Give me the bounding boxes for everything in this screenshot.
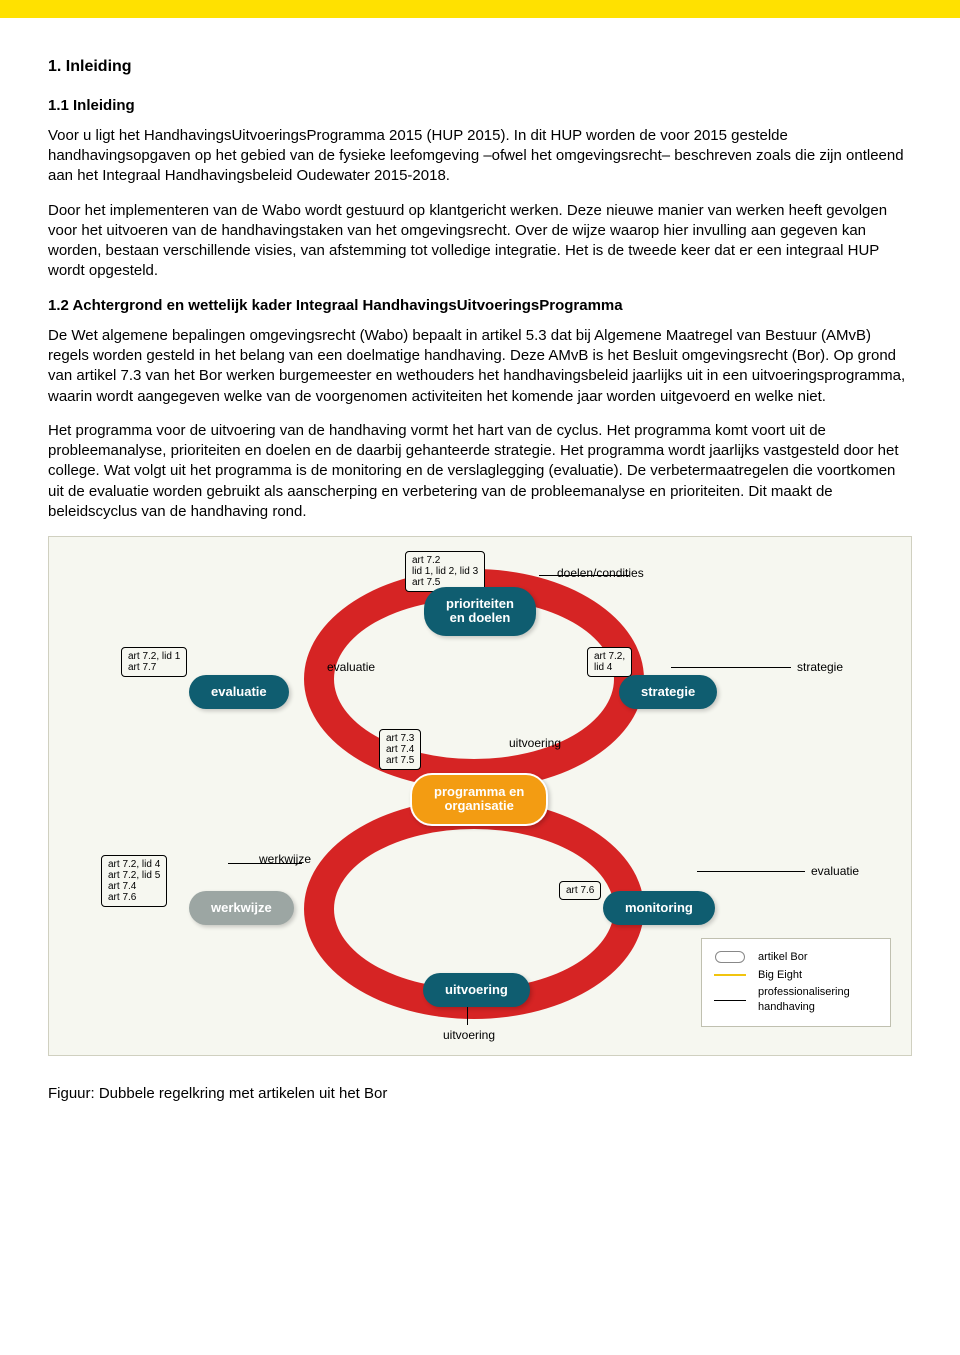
lead-evaluatie-r xyxy=(697,871,805,872)
heading-1-1: 1.1 Inleiding xyxy=(48,96,912,116)
artbox-left2-l2: art 7.2, lid 5 xyxy=(108,870,160,881)
legend-bigeight-icon xyxy=(714,974,746,976)
legend-prof-l1: professionalisering xyxy=(758,986,850,998)
legend-row-artikel: artikel Bor xyxy=(712,950,878,965)
lbl-uitvoering-b: uitvoering xyxy=(443,1027,495,1043)
artbox-left2-l4: art 7.6 xyxy=(108,892,136,903)
page-content: 1. Inleiding 1.1 Inleiding Voor u ligt h… xyxy=(0,18,960,1166)
lbl-evaluatie-l: evaluatie xyxy=(327,659,375,675)
legend-bigeight-label: Big Eight xyxy=(758,968,802,983)
node-strategie: strategie xyxy=(619,675,717,709)
artbox-top: art 7.2 lid 1, lid 2, lid 3 art 7.5 xyxy=(405,551,485,592)
lead-strategie xyxy=(671,667,791,668)
artbox-left2-l1: art 7.2, lid 4 xyxy=(108,859,160,870)
lbl-strategie: strategie xyxy=(797,659,843,675)
lbl-uitvoering-mid: uitvoering xyxy=(509,735,561,751)
para-1: Voor u ligt het HandhavingsUitvoeringsPr… xyxy=(48,126,912,187)
node-programma-l2: organisatie xyxy=(444,798,513,813)
artbox-right2: art 7.6 xyxy=(559,881,601,900)
heading-1: 1. Inleiding xyxy=(48,56,912,78)
heading-1-2: 1.2 Achtergrond en wettelijk kader Integ… xyxy=(48,296,912,316)
legend-prof-icon xyxy=(714,1000,746,1001)
artbox-left2: art 7.2, lid 4 art 7.2, lid 5 art 7.4 ar… xyxy=(101,855,167,907)
artbox-right1-l1: art 7.2, xyxy=(594,651,625,662)
diagram-legend: artikel Bor Big Eight professionaliserin… xyxy=(701,938,891,1027)
node-prioriteiten-l2: en doelen xyxy=(450,610,511,625)
artbox-mid-l2: art 7.4 xyxy=(386,744,414,755)
artbox-left1-l1: art 7.2, lid 1 xyxy=(128,651,180,662)
artbox-left1: art 7.2, lid 1 art 7.7 xyxy=(121,647,187,677)
legend-prof-l2: handhaving xyxy=(758,1001,815,1013)
diagram-canvas: art 7.2 lid 1, lid 2, lid 3 art 7.5 art … xyxy=(59,551,901,1037)
para-3: De Wet algemene bepalingen omgevingsrech… xyxy=(48,326,912,407)
para-4: Het programma voor de uitvoering van de … xyxy=(48,421,912,522)
artbox-right1-l2: lid 4 xyxy=(594,662,612,673)
node-uitvoering: uitvoering xyxy=(423,973,530,1007)
figure-caption: Figuur: Dubbele regelkring met artikelen… xyxy=(48,1084,912,1104)
legend-row-bigeight: Big Eight xyxy=(712,968,878,983)
legend-row-prof: professionalisering handhaving xyxy=(712,985,878,1015)
top-yellow-bar xyxy=(0,0,960,18)
artbox-top-l1: art 7.2 xyxy=(412,555,440,566)
node-prioriteiten-l1: prioriteiten xyxy=(446,596,514,611)
artbox-top-l3: art 7.5 xyxy=(412,577,440,588)
node-monitoring: monitoring xyxy=(603,891,715,925)
artbox-left1-l2: art 7.7 xyxy=(128,662,156,673)
artbox-right1: art 7.2, lid 4 xyxy=(587,647,632,677)
legend-prof-label: professionalisering handhaving xyxy=(758,985,850,1015)
artbox-left2-l3: art 7.4 xyxy=(108,881,136,892)
legend-pill-icon xyxy=(715,951,745,963)
big-eight-diagram: art 7.2 lid 1, lid 2, lid 3 art 7.5 art … xyxy=(48,536,912,1056)
para-2: Door het implementeren van de Wabo wordt… xyxy=(48,201,912,282)
lbl-doelen: doelen/condities xyxy=(557,565,644,581)
artbox-top-l2: lid 1, lid 2, lid 3 xyxy=(412,566,478,577)
node-werkwijze: werkwijze xyxy=(189,891,294,925)
artbox-mid-l1: art 7.3 xyxy=(386,733,414,744)
lbl-evaluatie-r: evaluatie xyxy=(811,863,859,879)
artbox-mid-l3: art 7.5 xyxy=(386,755,414,766)
lbl-werkwijze: werkwijze xyxy=(259,851,311,867)
node-prioriteiten: prioriteiten en doelen xyxy=(424,587,536,636)
node-evaluatie: evaluatie xyxy=(189,675,289,709)
artbox-mid: art 7.3 art 7.4 art 7.5 xyxy=(379,729,421,770)
legend-artikel-label: artikel Bor xyxy=(758,950,808,965)
node-programma-l1: programma en xyxy=(434,784,524,799)
node-programma: programma en organisatie xyxy=(410,773,548,826)
artbox-right2-l1: art 7.6 xyxy=(566,885,594,896)
